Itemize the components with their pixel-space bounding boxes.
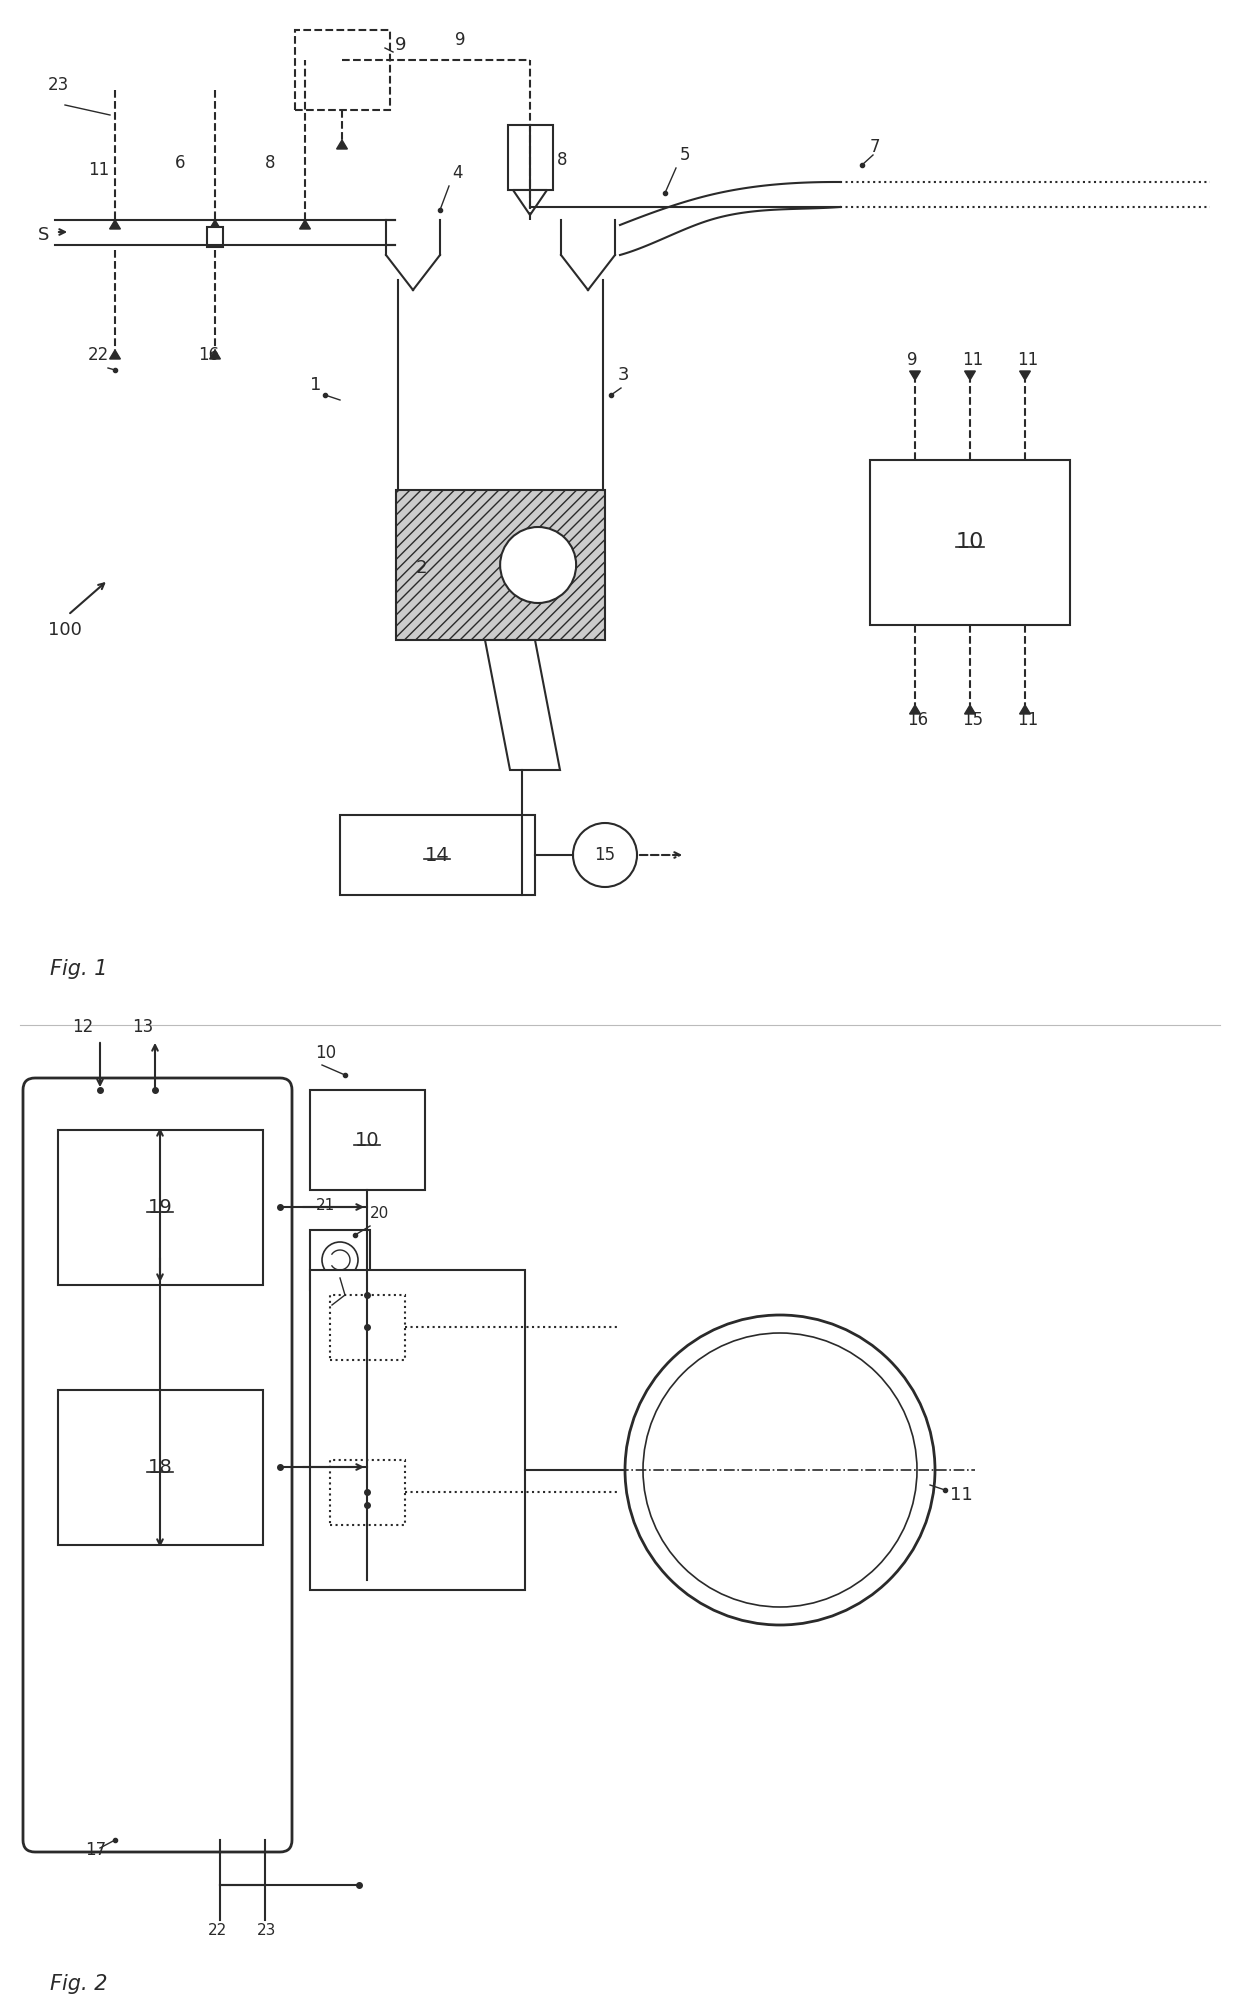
Text: 7: 7 <box>870 139 880 157</box>
Polygon shape <box>300 219 310 229</box>
Text: 16: 16 <box>198 346 219 364</box>
Circle shape <box>500 527 577 603</box>
Text: 11: 11 <box>1017 352 1038 370</box>
Text: 10: 10 <box>315 1043 336 1061</box>
Text: 16: 16 <box>906 712 928 730</box>
Text: 9: 9 <box>906 352 918 370</box>
Text: 14: 14 <box>424 846 449 864</box>
Bar <box>396 490 605 639</box>
Bar <box>58 1391 263 1546</box>
Text: 8: 8 <box>557 151 568 169</box>
Text: 100: 100 <box>48 621 82 639</box>
Text: 11: 11 <box>88 161 109 179</box>
Text: 9: 9 <box>455 30 465 48</box>
Text: 2: 2 <box>415 559 428 577</box>
Text: 13: 13 <box>131 1017 154 1035</box>
Text: 15: 15 <box>594 846 615 864</box>
Bar <box>508 125 553 191</box>
Polygon shape <box>210 350 221 360</box>
Text: 6: 6 <box>175 155 186 173</box>
Bar <box>330 1294 405 1361</box>
Circle shape <box>573 822 637 886</box>
Circle shape <box>625 1315 935 1624</box>
Polygon shape <box>1019 706 1030 714</box>
Text: 4: 4 <box>453 165 463 183</box>
Bar <box>310 1270 525 1590</box>
Text: 22: 22 <box>208 1924 227 1938</box>
Polygon shape <box>485 639 560 770</box>
Text: 15: 15 <box>962 712 983 730</box>
Bar <box>330 1459 405 1526</box>
Text: 11: 11 <box>950 1485 972 1503</box>
Text: 20: 20 <box>370 1206 389 1220</box>
FancyBboxPatch shape <box>24 1077 291 1851</box>
Polygon shape <box>910 706 920 714</box>
Text: 9: 9 <box>396 36 407 54</box>
Text: 22: 22 <box>88 346 109 364</box>
Text: 1: 1 <box>310 376 321 394</box>
Bar <box>58 1130 263 1284</box>
Text: 5: 5 <box>680 147 691 165</box>
Text: 23: 23 <box>257 1924 277 1938</box>
Bar <box>340 814 534 894</box>
Polygon shape <box>109 219 120 229</box>
Bar <box>295 30 391 111</box>
Text: 3: 3 <box>618 366 630 384</box>
Text: S: S <box>38 225 50 243</box>
Polygon shape <box>513 191 547 215</box>
Text: 8: 8 <box>265 155 275 173</box>
Polygon shape <box>965 706 976 714</box>
Bar <box>310 1089 425 1190</box>
Bar <box>310 1230 370 1290</box>
Bar <box>207 227 223 247</box>
Text: 19: 19 <box>148 1198 172 1216</box>
Bar <box>870 460 1070 625</box>
Polygon shape <box>336 141 347 149</box>
Polygon shape <box>910 372 920 380</box>
Polygon shape <box>210 219 221 229</box>
Text: 11: 11 <box>962 352 983 370</box>
Polygon shape <box>1019 372 1030 380</box>
Text: 10: 10 <box>355 1130 379 1150</box>
Text: 12: 12 <box>72 1017 93 1035</box>
Text: Fig. 2: Fig. 2 <box>50 1974 108 1994</box>
Polygon shape <box>965 372 976 380</box>
Text: 17: 17 <box>86 1841 107 1859</box>
Polygon shape <box>109 350 120 360</box>
Text: 18: 18 <box>148 1457 172 1477</box>
Text: 21: 21 <box>316 1198 335 1212</box>
Text: 10: 10 <box>956 533 985 553</box>
Text: 11: 11 <box>1017 712 1038 730</box>
Text: Fig. 1: Fig. 1 <box>50 959 108 979</box>
Text: 23: 23 <box>48 76 69 94</box>
